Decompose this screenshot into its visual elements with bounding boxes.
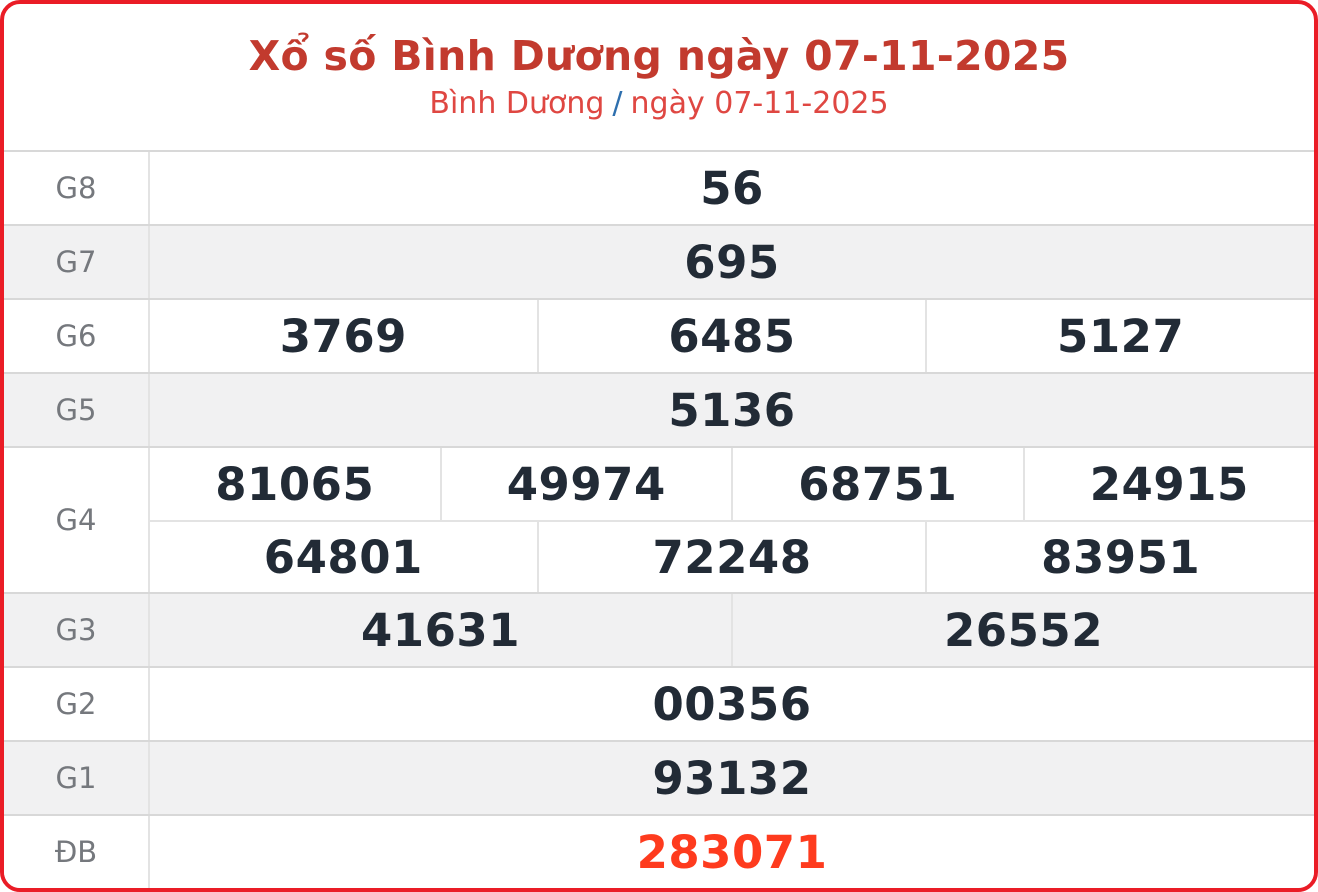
prize-row-ĐB: ĐB 283071 <box>4 814 1314 888</box>
prize-sub-row: 41631 26552 <box>150 594 1314 666</box>
prize-number: 81065 <box>215 457 375 511</box>
prize-number: 5127 <box>925 300 1314 372</box>
prize-sub-row: 93132 <box>150 742 1314 814</box>
prize-sub-row: 81065 49974 68751 24915 <box>150 448 1314 520</box>
prize-row-G8: G8 56 <box>4 150 1314 224</box>
prize-label-G5: G5 <box>4 374 150 446</box>
prize-label-G7: G7 <box>4 226 150 298</box>
prize-row-G5: G5 5136 <box>4 372 1314 446</box>
prize-number: 72248 <box>536 522 926 592</box>
prize-numbers-ĐB: 283071 <box>150 816 1314 888</box>
prize-numbers-G6: 3769 6485 5127 <box>150 300 1314 372</box>
prize-sub-row: 3769 6485 5127 <box>150 300 1314 372</box>
prize-row-G1: G1 93132 <box>4 740 1314 814</box>
prize-number: 41631 <box>360 603 521 657</box>
prize-sub-row: 283071 <box>150 816 1314 888</box>
prize-numbers-G4: 81065 49974 68751 24915 64801 72248 83951 <box>150 448 1314 592</box>
prize-number: 00356 <box>652 677 812 731</box>
prize-number: 5136 <box>668 383 796 437</box>
breadcrumb-separator: / <box>612 85 623 121</box>
prize-label-G3: G3 <box>4 594 150 666</box>
prize-sub-row: 5136 <box>150 374 1314 446</box>
breadcrumb: Bình Dương / ngày 07-11-2025 <box>429 85 889 121</box>
prize-row-G7: G7 695 <box>4 224 1314 298</box>
prize-numbers-G2: 00356 <box>150 668 1314 740</box>
prize-row-G2: G2 00356 <box>4 666 1314 740</box>
prize-numbers-G3: 41631 26552 <box>150 594 1314 666</box>
prize-number: 49974 <box>439 448 732 520</box>
prize-label-G2: G2 <box>4 668 150 740</box>
prize-number: 64801 <box>263 530 423 584</box>
prize-number: 93132 <box>652 751 812 805</box>
results-table: G8 56 G7 695 G6 3769 6485 5127 G5 5136 G4 81065 4997… <box>4 150 1314 888</box>
prize-numbers-G1: 93132 <box>150 742 1314 814</box>
prize-number: 83951 <box>925 522 1314 592</box>
prize-number: 6485 <box>536 300 926 372</box>
prize-label-G6: G6 <box>4 300 150 372</box>
prize-number: 695 <box>684 235 780 289</box>
prize-numbers-G5: 5136 <box>150 374 1314 446</box>
prize-numbers-G7: 695 <box>150 226 1314 298</box>
prize-label-G1: G1 <box>4 742 150 814</box>
page-title: Xổ số Bình Dương ngày 07-11-2025 <box>248 31 1070 80</box>
prize-number: 283071 <box>636 825 828 879</box>
breadcrumb-date: ngày 07-11-2025 <box>630 85 889 121</box>
prize-sub-row: 695 <box>150 226 1314 298</box>
prize-sub-row: 64801 72248 83951 <box>150 520 1314 592</box>
prize-label-G4: G4 <box>4 448 150 592</box>
prize-row-G4: G4 81065 49974 68751 24915 64801 72248 83951 <box>4 446 1314 592</box>
breadcrumb-region-link[interactable]: Bình Dương <box>429 85 605 121</box>
prize-number: 26552 <box>731 594 1314 666</box>
prize-number: 3769 <box>279 309 407 363</box>
prize-numbers-G8: 56 <box>150 152 1314 224</box>
results-header: Xổ số Bình Dương ngày 07-11-2025 Bình Dư… <box>4 4 1314 150</box>
prize-row-G3: G3 41631 26552 <box>4 592 1314 666</box>
prize-number: 68751 <box>731 448 1023 520</box>
prize-label-ĐB: ĐB <box>4 816 150 888</box>
prize-sub-row: 56 <box>150 152 1314 224</box>
prize-row-G6: G6 3769 6485 5127 <box>4 298 1314 372</box>
prize-number: 24915 <box>1022 448 1315 520</box>
prize-number: 56 <box>700 161 764 215</box>
prize-sub-row: 00356 <box>150 668 1314 740</box>
prize-label-G8: G8 <box>4 152 150 224</box>
